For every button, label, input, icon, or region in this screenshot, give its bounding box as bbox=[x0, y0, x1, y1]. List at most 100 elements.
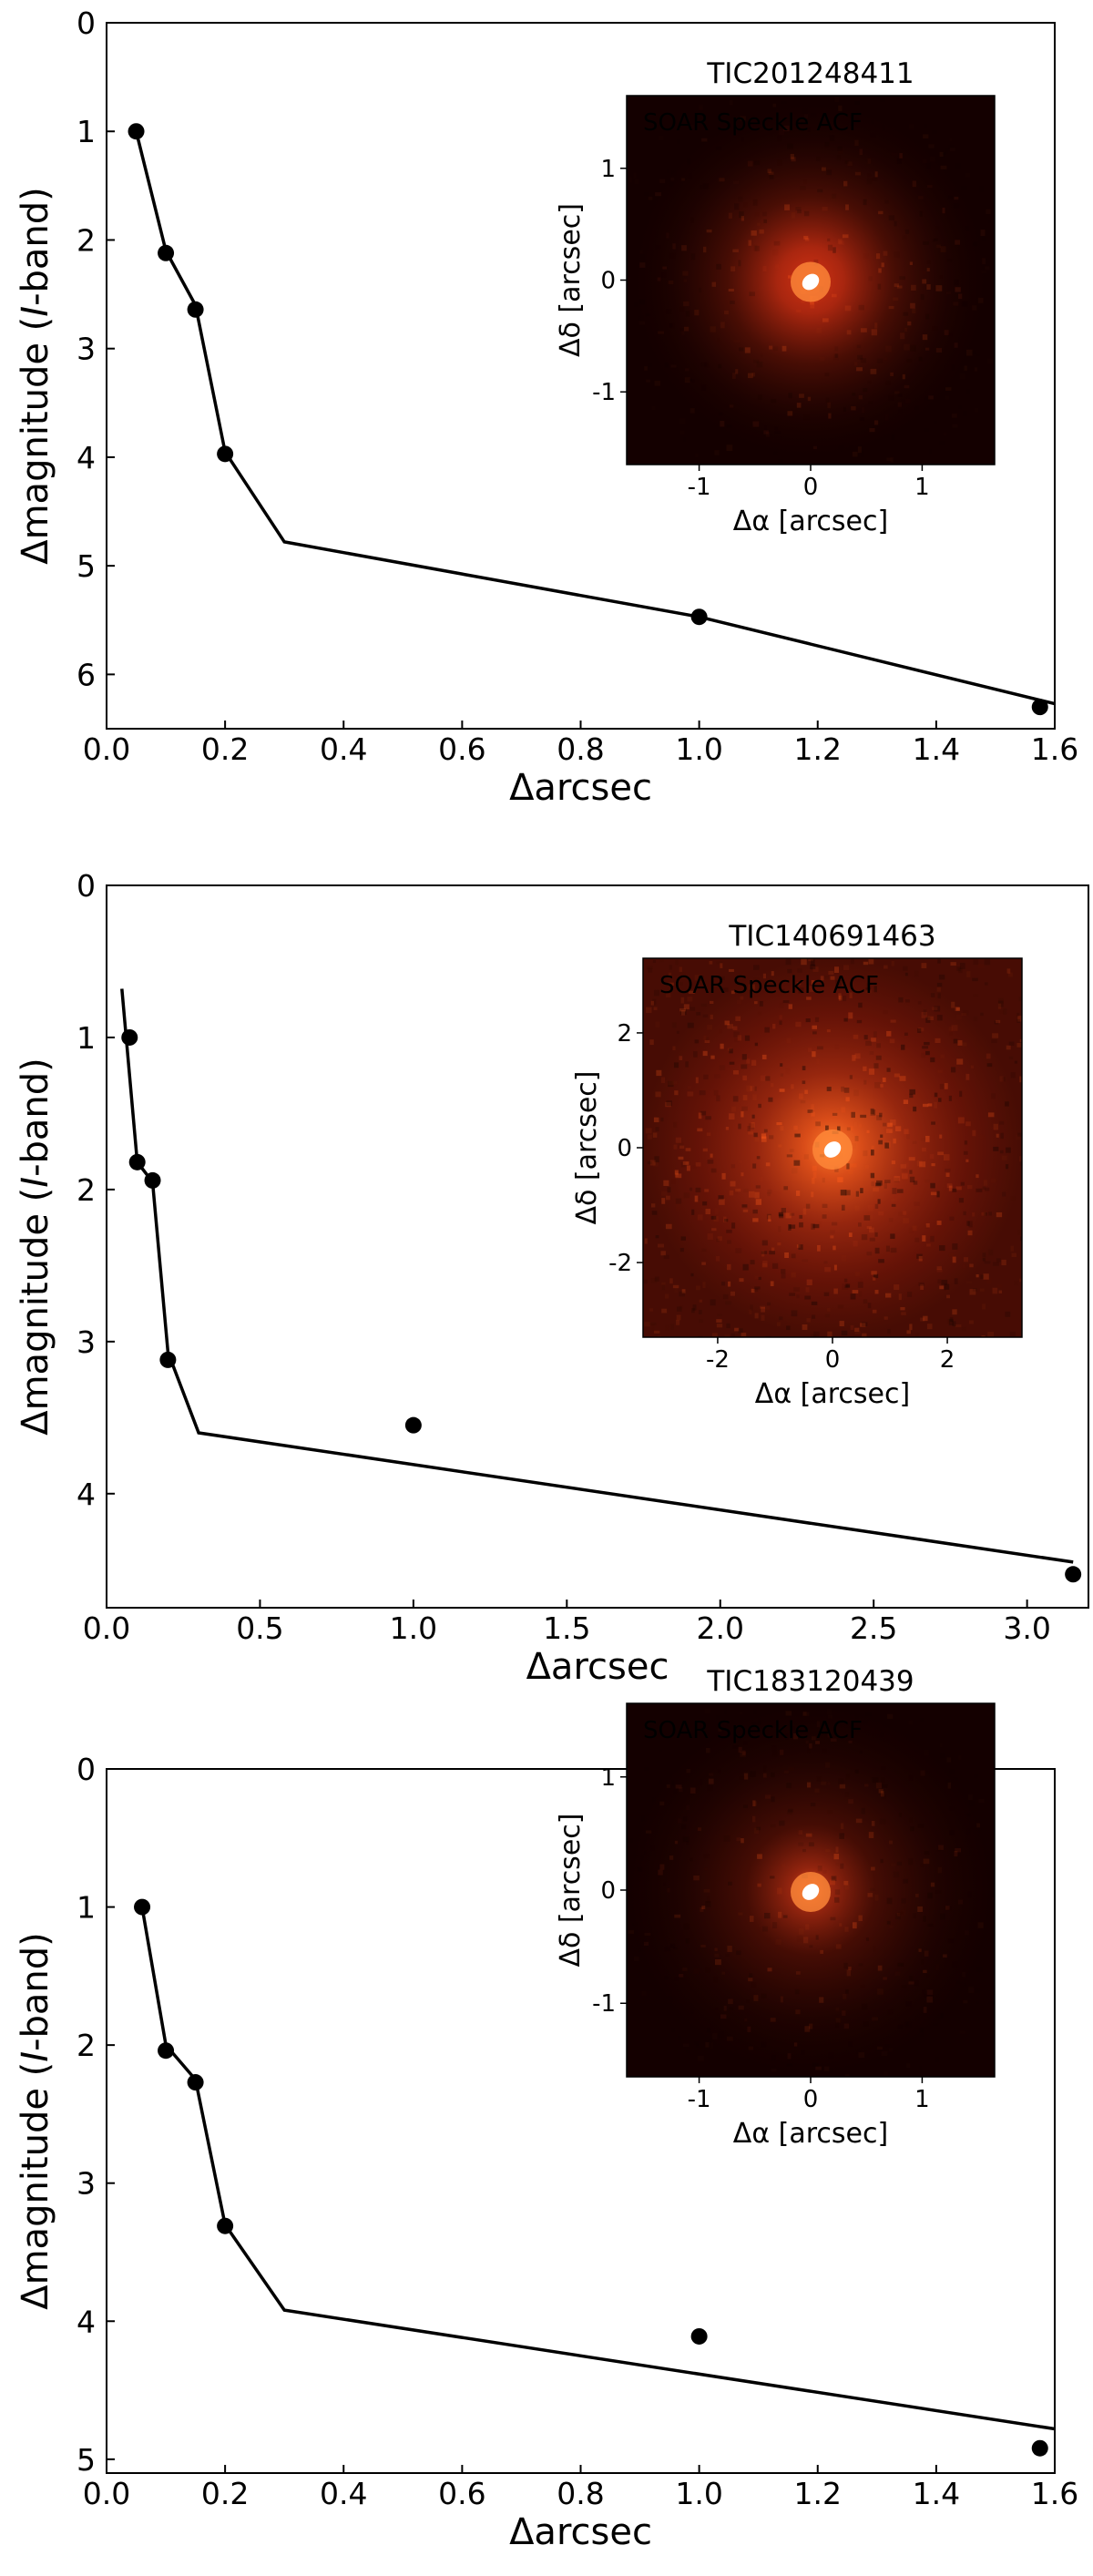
acf-speckle bbox=[768, 171, 774, 175]
acf-speckle bbox=[720, 976, 725, 981]
acf-speckle bbox=[940, 165, 947, 169]
acf-speckle bbox=[661, 1284, 665, 1291]
acf-speckle bbox=[670, 2051, 674, 2055]
acf-speckle bbox=[687, 158, 690, 165]
acf-speckle bbox=[743, 202, 748, 208]
acf-speckle bbox=[761, 1240, 768, 1246]
y-tick-label: 5 bbox=[77, 2442, 96, 2478]
acf-speckle bbox=[891, 1160, 896, 1165]
acf-speckle bbox=[863, 1150, 868, 1157]
acf-speckle bbox=[638, 316, 644, 321]
acf-speckle bbox=[641, 1855, 644, 1860]
acf-speckle bbox=[702, 1148, 708, 1152]
acf-speckle bbox=[640, 146, 643, 148]
acf-speckle bbox=[870, 1108, 874, 1115]
acf-speckle bbox=[743, 1773, 749, 1780]
acf-speckle bbox=[758, 1103, 761, 1109]
acf-speckle bbox=[654, 1330, 660, 1334]
acf-speckle bbox=[972, 977, 978, 982]
acf-speckle bbox=[930, 1235, 935, 1242]
acf-speckle bbox=[954, 203, 960, 209]
acf-speckle bbox=[787, 968, 792, 974]
inset-y-axis-label: Δδ [arcsec] bbox=[555, 203, 587, 357]
acf-speckle bbox=[935, 348, 943, 353]
acf-speckle bbox=[729, 1048, 733, 1054]
acf-speckle bbox=[846, 1969, 852, 1977]
acf-speckle-texture bbox=[628, 1704, 984, 2070]
acf-speckle bbox=[663, 1883, 666, 1886]
acf-speckle bbox=[868, 958, 874, 965]
acf-speckle bbox=[695, 453, 699, 457]
acf-speckle bbox=[943, 1954, 947, 1958]
acf-speckle bbox=[863, 961, 869, 966]
acf-speckle bbox=[738, 2005, 744, 2010]
acf-speckle bbox=[991, 1039, 997, 1044]
acf-speckle bbox=[698, 2056, 704, 2061]
acf-speckle bbox=[685, 1938, 690, 1944]
acf-speckle bbox=[702, 1050, 708, 1057]
acf-speckle bbox=[857, 446, 863, 454]
acf-speckle bbox=[952, 1256, 956, 1263]
acf-speckle bbox=[822, 1203, 828, 1209]
acf-speckle bbox=[821, 1781, 827, 1785]
acf-speckle bbox=[860, 1278, 863, 1283]
acf-speckle bbox=[724, 1705, 729, 1709]
acf-speckle bbox=[802, 1704, 805, 1710]
acf-speckle bbox=[998, 1000, 1004, 1007]
acf-speckle bbox=[886, 1068, 891, 1072]
acf-speckle bbox=[706, 1132, 711, 1137]
acf-speckle bbox=[645, 1128, 652, 1134]
acf-speckle bbox=[773, 240, 781, 246]
acf-speckle bbox=[970, 447, 976, 452]
acf-speckle bbox=[1005, 1311, 1011, 1317]
acf-speckle bbox=[649, 197, 653, 200]
acf-speckle bbox=[874, 1203, 879, 1209]
acf-speckle bbox=[891, 1863, 896, 1866]
acf-speckle bbox=[844, 305, 852, 312]
contrast-curve-line bbox=[120, 988, 1074, 1564]
acf-speckle bbox=[868, 1205, 873, 1211]
acf-speckle bbox=[904, 1129, 909, 1135]
acf-speckle bbox=[860, 1323, 866, 1327]
acf-speckle bbox=[854, 171, 862, 176]
acf-speckle bbox=[958, 967, 963, 974]
acf-speckle bbox=[766, 432, 770, 437]
acf-speckle bbox=[918, 356, 923, 362]
acf-speckle bbox=[863, 1721, 867, 1724]
acf-speckle bbox=[666, 2043, 671, 2048]
acf-speckle bbox=[691, 1308, 695, 1314]
acf-speckle bbox=[749, 291, 755, 297]
acf-speckle bbox=[771, 1796, 775, 1803]
acf-speckle bbox=[649, 426, 656, 433]
acf-speckle bbox=[982, 1303, 986, 1310]
acf-speckle bbox=[957, 405, 961, 409]
acf-speckle bbox=[964, 365, 967, 371]
acf-speckle bbox=[787, 411, 793, 416]
acf-speckle bbox=[653, 1161, 659, 1166]
acf-speckle bbox=[676, 1030, 679, 1034]
acf-speckle bbox=[930, 1191, 937, 1196]
acf-speckle bbox=[690, 2040, 696, 2047]
acf-speckle bbox=[817, 189, 823, 193]
acf-speckle bbox=[813, 1331, 820, 1337]
acf-speckle bbox=[769, 175, 774, 179]
acf-speckle bbox=[763, 219, 767, 224]
data-point bbox=[1065, 1566, 1082, 1583]
acf-speckle bbox=[627, 435, 632, 440]
acf-speckle bbox=[719, 1029, 722, 1033]
acf-speckle bbox=[962, 1327, 967, 1331]
acf-speckle bbox=[845, 1774, 850, 1780]
acf-speckle bbox=[793, 1160, 801, 1166]
acf-speckle bbox=[633, 410, 638, 415]
acf-speckle bbox=[750, 1304, 753, 1311]
acf-speckle bbox=[970, 1712, 976, 1717]
acf-speckle bbox=[962, 1042, 967, 1047]
acf-speckle bbox=[945, 148, 948, 154]
acf-speckle bbox=[701, 384, 707, 391]
acf-speckle bbox=[935, 1890, 942, 1894]
acf-speckle bbox=[1016, 1012, 1020, 1017]
acf-speckle bbox=[969, 97, 973, 102]
acf-speckle bbox=[717, 1314, 722, 1316]
acf-speckle bbox=[904, 972, 908, 976]
acf-speckle bbox=[711, 1333, 718, 1337]
